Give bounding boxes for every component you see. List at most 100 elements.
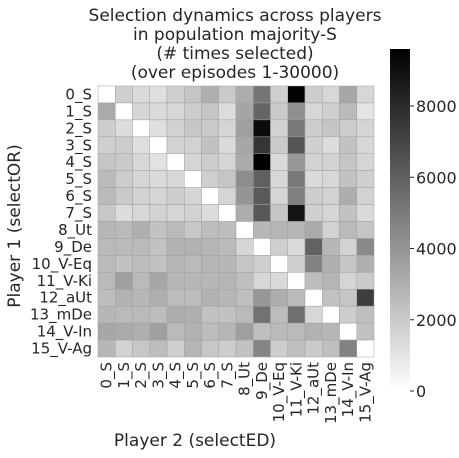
heatmap-cell-12_aUt-15_V-Ag xyxy=(356,289,375,307)
title-line-3: (# times selected) xyxy=(156,44,313,64)
heatmap-cell-5_S-5_S xyxy=(184,170,202,188)
row-label: 1_S xyxy=(65,102,92,121)
heatmap-cell-3_S-12_aUt xyxy=(304,136,323,154)
heatmap-cell-10_V-Eq-11_V-Ki xyxy=(287,255,306,273)
heatmap-cell-7_S-12_aUt xyxy=(304,204,323,222)
heatmap-cell-5_S-7_S xyxy=(218,170,237,188)
heatmap-cell-4_S-8_Ut xyxy=(235,153,254,171)
heatmap-cell-8_Ut-3_S xyxy=(149,221,168,239)
heatmap-cell-11_V-Ki-8_Ut xyxy=(235,272,254,290)
heatmap-cell-11_V-Ki-11_V-Ki xyxy=(287,272,306,290)
heatmap-cell-15_V-Ag-5_S xyxy=(184,339,202,358)
heatmap-cell-14_V-In-13_mDe xyxy=(322,322,340,341)
colorbar-tick-label: 4000 xyxy=(416,240,457,259)
heatmap-cell-5_S-3_S xyxy=(149,170,168,188)
heatmap-cell-3_S-5_S xyxy=(184,136,202,154)
heatmap-cell-4_S-6_S xyxy=(201,153,219,171)
column-label: 2_S xyxy=(132,362,151,389)
heatmap-cell-13_mDe-0_S xyxy=(97,305,116,324)
heatmap-cell-0_S-10_V-Eq xyxy=(270,85,288,104)
heatmap-cell-0_S-13_mDe xyxy=(322,85,340,104)
column-label: 9_De xyxy=(253,362,272,400)
heatmap-cell-9_De-4_S xyxy=(166,238,185,256)
heatmap-cell-11_V-Ki-5_S xyxy=(184,272,202,290)
column-label: 10_V-Eq xyxy=(270,362,289,422)
heatmap-cell-15_V-Ag-9_De xyxy=(253,339,271,358)
row-label: 14_V-In xyxy=(37,323,92,342)
heatmap-cells xyxy=(97,85,375,358)
heatmap-cell-11_V-Ki-15_V-Ag xyxy=(356,272,375,290)
heatmap-cell-8_Ut-7_S xyxy=(218,221,237,239)
heatmap-cell-6_S-1_S xyxy=(115,187,133,205)
column-label: 12_aUt xyxy=(305,362,324,415)
heatmap-cell-12_aUt-2_S xyxy=(132,289,150,307)
heatmap-cell-2_S-8_Ut xyxy=(235,119,254,138)
heatmap-cell-11_V-Ki-3_S xyxy=(149,272,168,290)
heatmap-cell-2_S-13_mDe xyxy=(322,119,340,138)
heatmap-cell-5_S-2_S xyxy=(132,170,150,188)
heatmap-cell-1_S-11_V-Ki xyxy=(287,102,306,121)
heatmap-cell-11_V-Ki-4_S xyxy=(166,272,185,290)
heatmap-cell-8_Ut-10_V-Eq xyxy=(270,221,288,239)
heatmap-cell-13_mDe-9_De xyxy=(253,305,271,324)
heatmap-cell-9_De-2_S xyxy=(132,238,150,256)
heatmap-cell-0_S-1_S xyxy=(115,85,133,104)
heatmap-cell-13_mDe-15_V-Ag xyxy=(356,305,375,324)
heatmap-cell-9_De-14_V-In xyxy=(339,238,357,256)
heatmap-cell-9_De-1_S xyxy=(115,238,133,256)
column-label: 0_S xyxy=(98,362,117,389)
heatmap-cell-9_De-7_S xyxy=(218,238,237,256)
heatmap-cell-0_S-12_aUt xyxy=(304,85,323,104)
heatmap-cell-1_S-3_S xyxy=(149,102,168,121)
heatmap-cell-1_S-12_aUt xyxy=(304,102,323,121)
row-label: 3_S xyxy=(65,136,92,155)
heatmap-cell-2_S-11_V-Ki xyxy=(287,119,306,138)
heatmap-cell-5_S-1_S xyxy=(115,170,133,188)
heatmap-cell-4_S-12_aUt xyxy=(304,153,323,171)
row-label: 4_S xyxy=(65,153,92,172)
heatmap-cell-4_S-13_mDe xyxy=(322,153,340,171)
heatmap-cell-13_mDe-5_S xyxy=(184,305,202,324)
heatmap-cell-8_Ut-8_Ut xyxy=(235,221,254,239)
heatmap-cell-13_mDe-3_S xyxy=(149,305,168,324)
heatmap-cell-6_S-5_S xyxy=(184,187,202,205)
heatmap-cell-14_V-In-4_S xyxy=(166,322,185,341)
heatmap-cell-0_S-8_Ut xyxy=(235,85,254,104)
heatmap-cell-7_S-9_De xyxy=(253,204,271,222)
heatmap-cell-4_S-14_V-In xyxy=(339,153,357,171)
heatmap-cell-4_S-3_S xyxy=(149,153,168,171)
heatmap-cell-3_S-4_S xyxy=(166,136,185,154)
heatmap-cell-9_De-15_V-Ag xyxy=(356,238,375,256)
heatmap-cell-4_S-5_S xyxy=(184,153,202,171)
heatmap-cell-5_S-15_V-Ag xyxy=(356,170,375,188)
heatmap-cell-15_V-Ag-2_S xyxy=(132,339,150,358)
heatmap-cell-3_S-7_S xyxy=(218,136,237,154)
heatmap-cell-8_Ut-14_V-In xyxy=(339,221,357,239)
heatmap-cell-11_V-Ki-1_S xyxy=(115,272,133,290)
heatmap-cell-9_De-5_S xyxy=(184,238,202,256)
heatmap-cell-15_V-Ag-12_aUt xyxy=(304,339,323,358)
heatmap-cell-2_S-1_S xyxy=(115,119,133,138)
heatmap-cell-1_S-6_S xyxy=(201,102,219,121)
heatmap-cell-3_S-3_S xyxy=(149,136,168,154)
heatmap-cell-1_S-8_Ut xyxy=(235,102,254,121)
row-label: 5_S xyxy=(65,170,92,189)
heatmap-cell-1_S-5_S xyxy=(184,102,202,121)
heatmap-cell-6_S-12_aUt xyxy=(304,187,323,205)
heatmap-cell-2_S-7_S xyxy=(218,119,237,138)
heatmap-cell-12_aUt-14_V-In xyxy=(339,289,357,307)
row-label: 6_S xyxy=(65,187,92,206)
heatmap-cell-1_S-15_V-Ag xyxy=(356,102,375,121)
heatmap-cell-10_V-Eq-13_mDe xyxy=(322,255,340,273)
heatmap-cell-4_S-11_V-Ki xyxy=(287,153,306,171)
heatmap-cell-7_S-7_S xyxy=(218,204,237,222)
heatmap-cell-15_V-Ag-14_V-In xyxy=(339,339,357,358)
heatmap-cell-7_S-13_mDe xyxy=(322,204,340,222)
heatmap-cell-8_Ut-5_S xyxy=(184,221,202,239)
heatmap-cell-0_S-11_V-Ki xyxy=(287,85,306,104)
heatmap-cell-12_aUt-5_S xyxy=(184,289,202,307)
heatmap-cell-6_S-13_mDe xyxy=(322,187,340,205)
heatmap-cell-1_S-7_S xyxy=(218,102,237,121)
heatmap-cell-6_S-11_V-Ki xyxy=(287,187,306,205)
heatmap-cell-11_V-Ki-9_De xyxy=(253,272,271,290)
